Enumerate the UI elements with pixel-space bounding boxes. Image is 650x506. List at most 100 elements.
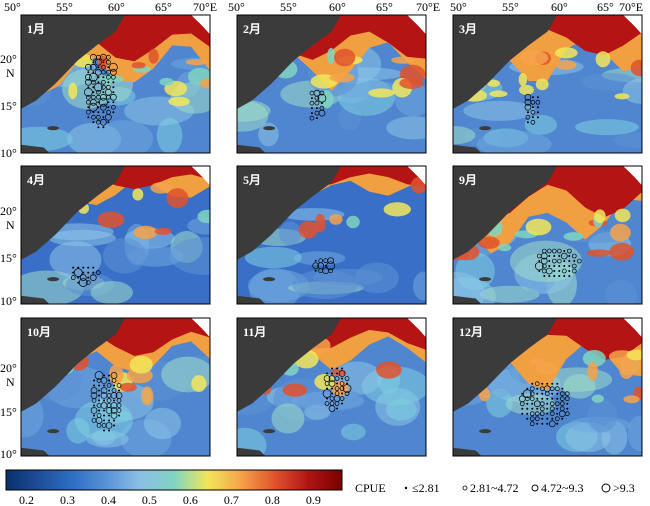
map-panel-p3: 3月: [452, 14, 643, 154]
sst-speckle: [609, 223, 631, 242]
cpue-marker: [534, 411, 540, 417]
land-mass: [21, 15, 125, 109]
land-mass: [453, 295, 482, 304]
land-mass: [21, 447, 50, 456]
cpue-marker: [524, 396, 530, 402]
cpue-marker: [334, 376, 340, 381]
cpue-marker: [521, 392, 524, 395]
cpue-marker: [93, 404, 96, 407]
island: [47, 126, 60, 131]
coastline-gap: [623, 318, 642, 338]
sst-blob: [386, 116, 426, 140]
cpue-marker: [87, 276, 90, 279]
cpue-marker: [568, 265, 571, 268]
top-axis-label: 55°: [280, 0, 297, 14]
left-axis-label: 20°: [0, 52, 17, 66]
sst-speckle: [591, 394, 604, 403]
cpue-marker: [108, 414, 111, 417]
sst-speckle: [399, 77, 424, 89]
cpue-marker: [539, 411, 545, 417]
sst-speckle: [489, 90, 508, 98]
sst-blob: [278, 221, 302, 246]
cpue-marker: [568, 255, 571, 258]
sst-speckle: [191, 375, 207, 392]
land-mass: [21, 144, 50, 153]
sst-speckle: [478, 236, 500, 249]
cpue-marker: [328, 380, 336, 387]
cpue-marker: [531, 116, 534, 119]
cpue-marker: [519, 401, 525, 407]
legend-label: ≤2.81: [412, 481, 440, 495]
cpue-marker: [87, 106, 90, 109]
cpue-marker: [105, 113, 112, 121]
land-mass: [453, 15, 557, 109]
cpue-marker: [551, 248, 557, 254]
land-mass: [453, 166, 557, 260]
cpue-marker: [526, 407, 529, 410]
cpue-marker: [113, 399, 116, 402]
cpue-marker: [539, 401, 545, 407]
sst-blob: [453, 126, 476, 145]
cpue-marker: [556, 248, 562, 254]
colorbar-tick-label: 0.9: [306, 493, 321, 506]
cpue-marker: [344, 391, 350, 396]
cpue-marker: [566, 402, 569, 405]
cpue-marker: [549, 401, 555, 407]
cpue-marker: [529, 421, 535, 427]
cpue-marker: [320, 102, 323, 105]
sst-speckle: [346, 215, 360, 229]
cpue-marker: [326, 261, 336, 271]
cpue-marker: [310, 107, 313, 110]
sst-blob: [453, 272, 485, 304]
sst-speckle: [314, 213, 326, 233]
land-mass: [237, 15, 341, 109]
cpue-marker: [106, 59, 111, 65]
cpue-marker: [531, 96, 534, 99]
cpue-marker: [92, 61, 95, 64]
sst-speckle: [614, 93, 630, 100]
cpue-marker: [339, 386, 345, 391]
cpue-marker: [85, 280, 91, 285]
sst-speckle: [154, 227, 172, 235]
cpue-marker: [573, 260, 576, 263]
cpue-marker: [90, 407, 98, 414]
sst-speckle: [329, 214, 343, 225]
cpue-marker: [103, 374, 106, 377]
legend-title: CPUE: [355, 481, 386, 495]
cpue-marker: [341, 392, 344, 395]
sst-speckle: [282, 383, 308, 397]
cpue-marker: [96, 423, 102, 428]
sst-blob: [340, 423, 366, 441]
cpue-marker: [315, 107, 318, 110]
colorbar: 0.2 0.3 0.4 0.5 0.6 0.7 0.8 0.9: [5, 469, 343, 506]
sst-speckle: [97, 211, 125, 229]
cpue-marker: [89, 274, 97, 281]
sst-speckle: [391, 56, 416, 64]
island: [479, 429, 492, 434]
cpue-marker: [327, 257, 335, 265]
cpue-marker: [101, 64, 106, 70]
cpue-marker: [326, 397, 329, 400]
left-axis-label: 10°: [0, 447, 17, 461]
cpue-marker: [564, 391, 570, 397]
cpue-marker: [106, 383, 112, 388]
cpue-marker: [556, 412, 559, 415]
cpue-marker: [97, 81, 100, 84]
cpue-marker: [110, 412, 118, 419]
sst-blob: [21, 270, 84, 304]
top-axis-label: 60°: [329, 0, 346, 14]
cpue-marker: [95, 58, 102, 66]
cpue-marker: [559, 391, 565, 397]
cpue-marker: [98, 409, 101, 412]
cpue-marker: [98, 384, 101, 387]
land-mass: [21, 166, 125, 260]
coastline-gap: [191, 166, 210, 186]
sst-speckle: [587, 361, 598, 381]
sst-blob: [95, 120, 154, 153]
cpue-marker: [536, 387, 539, 390]
cpue-marker: [87, 86, 90, 89]
cpue-marker: [548, 265, 551, 268]
cpue-marker: [98, 399, 101, 402]
cpue-marker: [310, 97, 313, 100]
cpue-marker: [107, 121, 110, 124]
